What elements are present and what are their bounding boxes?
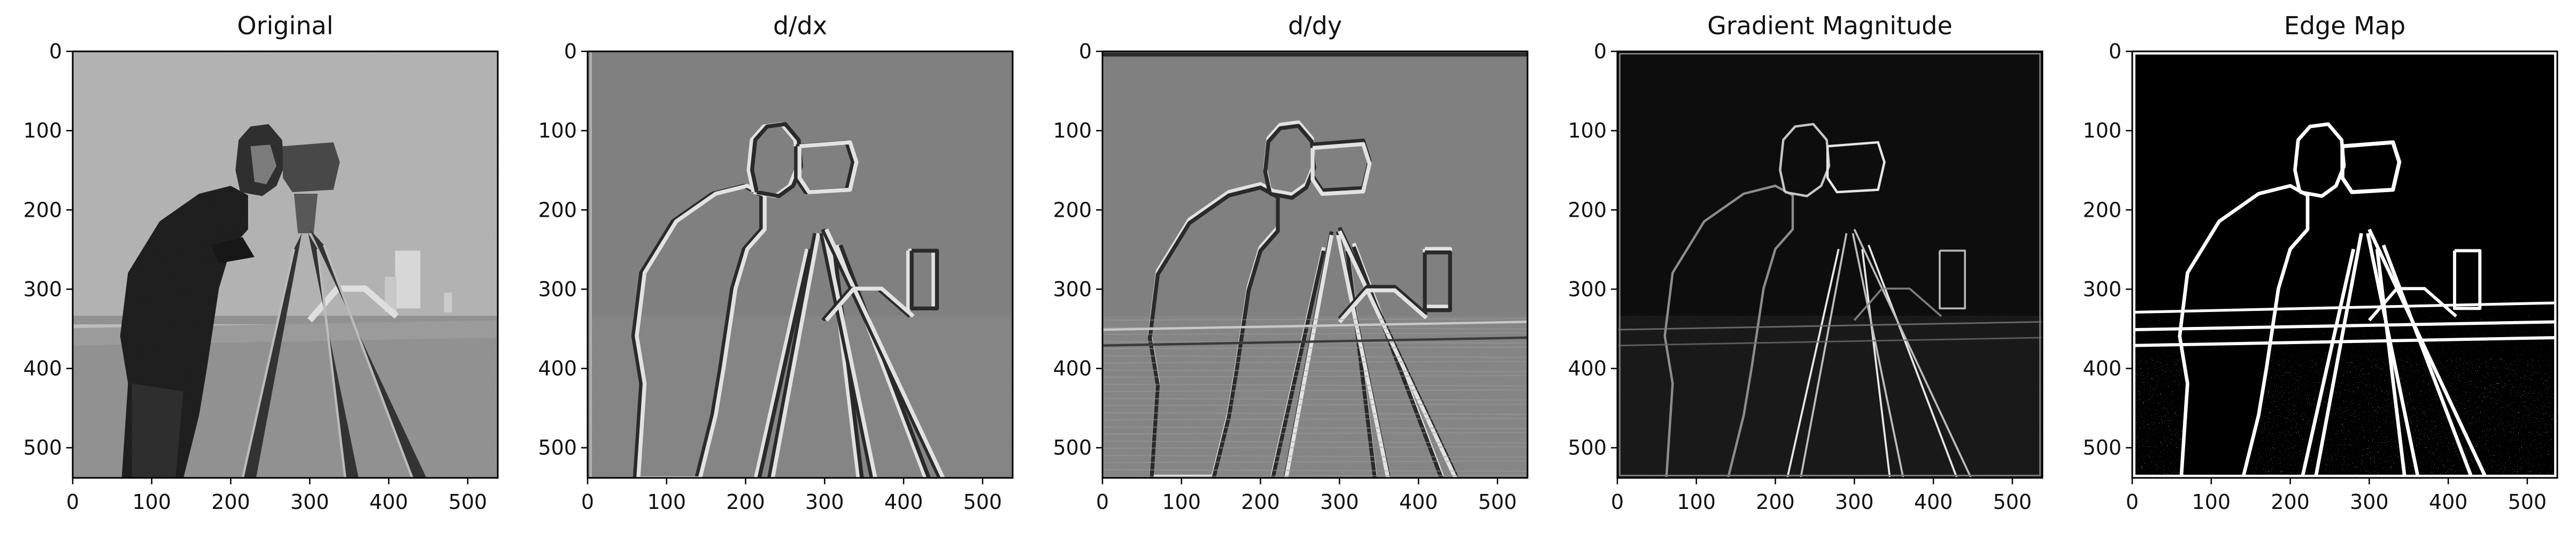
x-axis: 0 100 200 300 400 500 <box>66 478 487 514</box>
y-tick-label: 300 <box>1053 277 1092 301</box>
y-tick-label: 100 <box>538 119 577 142</box>
panel-title: Edge Map <box>2284 11 2405 40</box>
panel-title: Original <box>237 11 333 40</box>
x-axis: 0 100 200 300 400 500 <box>581 478 1002 514</box>
y-axis: 0 100 200 300 400 500 <box>23 40 73 460</box>
y-tick-label: 200 <box>1053 198 1092 222</box>
y-tick-label: 400 <box>1053 357 1092 380</box>
panel-dy: d/dy 0 100 200 300 400 500 0 100 200 300 400 500 <box>1053 11 1529 514</box>
y-tick-label: 0 <box>1594 40 1607 63</box>
x-tick-label: 300 <box>1320 490 1359 514</box>
x-tick-label: 200 <box>211 490 250 514</box>
panel-image <box>1617 51 2042 478</box>
x-axis: 0 100 200 300 400 500 <box>1096 478 1517 514</box>
y-tick-label: 200 <box>538 198 577 222</box>
x-tick-label: 100 <box>647 490 687 514</box>
axes-frame <box>1101 50 1529 479</box>
x-tick-label: 300 <box>1835 490 1874 514</box>
x-tick-label: 400 <box>1914 490 1953 514</box>
panel-image <box>1102 51 1528 478</box>
x-tick-label: 0 <box>2126 490 2139 514</box>
panel-original: Original 0 100 200 300 400 500 0 100 200 300 400 500 <box>23 11 499 514</box>
y-tick-label: 0 <box>2109 40 2122 63</box>
axes-frame <box>72 50 499 479</box>
x-tick-label: 500 <box>449 490 488 514</box>
panel-title: d/dy <box>1288 11 1342 40</box>
axes-frame <box>1616 50 2043 479</box>
x-tick-label: 400 <box>884 490 923 514</box>
x-tick-label: 0 <box>66 490 79 514</box>
x-tick-label: 500 <box>963 490 1002 514</box>
panel-image <box>2132 51 2557 478</box>
y-tick-label: 500 <box>1053 436 1092 460</box>
y-tick-label: 300 <box>2083 277 2122 301</box>
y-tick-label: 0 <box>49 40 62 63</box>
x-tick-label: 400 <box>369 490 408 514</box>
x-tick-label: 500 <box>1993 490 2032 514</box>
panel-magnitude: Gradient Magnitude 0 100 200 300 400 500 0 100 20… <box>1568 11 2043 514</box>
axes-frame <box>587 50 1014 479</box>
y-tick-label: 100 <box>2083 119 2122 142</box>
x-tick-label: 100 <box>2192 490 2231 514</box>
x-tick-label: 100 <box>133 490 172 514</box>
y-tick-label: 500 <box>538 436 577 460</box>
y-tick-label: 400 <box>538 357 577 380</box>
y-axis: 0 100 200 300 400 500 <box>2083 40 2132 460</box>
y-tick-label: 400 <box>1568 357 1607 380</box>
y-tick-label: 300 <box>1568 277 1607 301</box>
y-tick-label: 400 <box>23 357 62 380</box>
x-tick-label: 100 <box>1162 490 1201 514</box>
x-tick-label: 200 <box>1241 490 1280 514</box>
x-tick-label: 200 <box>726 490 765 514</box>
x-tick-label: 0 <box>1611 490 1624 514</box>
y-tick-label: 500 <box>1568 436 1607 460</box>
axes-frame <box>2131 50 2558 479</box>
y-tick-label: 500 <box>2083 436 2122 460</box>
x-tick-label: 300 <box>290 490 329 514</box>
y-axis: 0 100 200 300 400 500 <box>1053 40 1102 460</box>
y-tick-label: 300 <box>23 277 62 301</box>
x-axis: 0 100 200 300 400 500 <box>2126 478 2547 514</box>
x-tick-label: 300 <box>2350 490 2389 514</box>
x-tick-label: 0 <box>581 490 594 514</box>
panel-title: Gradient Magnitude <box>1707 11 1953 40</box>
y-tick-label: 100 <box>1053 119 1092 142</box>
x-tick-label: 200 <box>2271 490 2310 514</box>
panel-dx: d/dx 0 100 200 300 400 500 0 100 200 300 400 500 <box>538 11 1014 514</box>
x-tick-label: 400 <box>2429 490 2468 514</box>
x-tick-label: 100 <box>1677 490 1716 514</box>
y-tick-label: 400 <box>2083 357 2122 380</box>
y-tick-label: 0 <box>564 40 577 63</box>
x-tick-label: 500 <box>1478 490 1517 514</box>
y-tick-label: 300 <box>538 277 577 301</box>
y-axis: 0 100 200 300 400 500 <box>1568 40 1617 460</box>
panel-title: d/dx <box>773 11 827 40</box>
panel-image <box>73 51 498 478</box>
y-tick-label: 200 <box>23 198 62 222</box>
y-tick-label: 100 <box>1568 119 1607 142</box>
y-tick-label: 200 <box>1568 198 1607 222</box>
x-tick-label: 500 <box>2508 490 2547 514</box>
x-tick-label: 0 <box>1096 490 1109 514</box>
panel-edges: Edge Map 0 100 200 300 400 500 0 100 200 300 400 500 <box>2083 11 2558 514</box>
x-tick-label: 300 <box>805 490 844 514</box>
y-tick-label: 0 <box>1079 40 1092 63</box>
y-axis: 0 100 200 300 400 500 <box>538 40 588 460</box>
x-axis: 0 100 200 300 400 500 <box>1611 478 2032 514</box>
panel-image <box>588 51 1013 478</box>
y-tick-label: 200 <box>2083 198 2122 222</box>
y-tick-label: 500 <box>23 436 62 460</box>
y-tick-label: 100 <box>23 119 62 142</box>
x-tick-label: 400 <box>1399 490 1438 514</box>
x-tick-label: 200 <box>1756 490 1795 514</box>
